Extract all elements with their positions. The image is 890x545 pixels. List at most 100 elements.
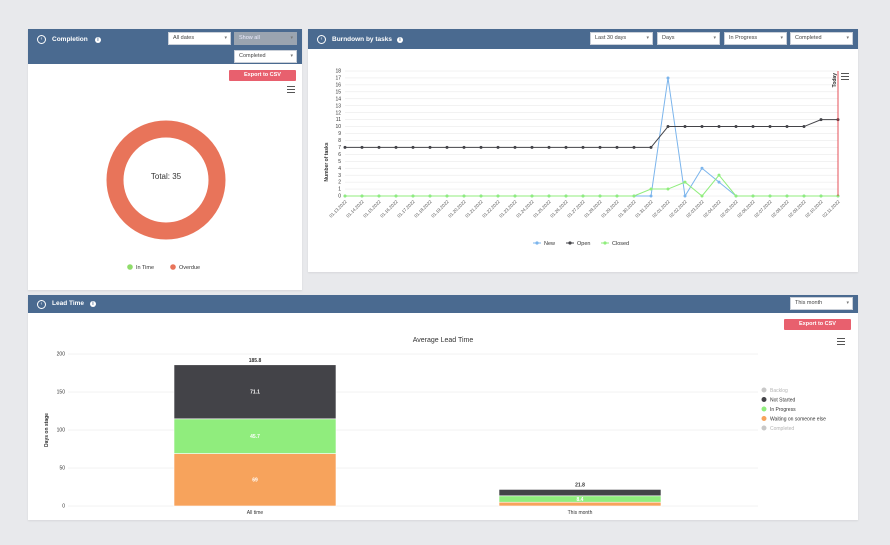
data-point-open	[598, 145, 602, 149]
burndown-panel: ‹ Burndown by tasks i Last 30 days ▾ Days…	[308, 29, 858, 272]
burndown-title: Burndown by tasks	[332, 36, 392, 43]
data-point-open	[547, 145, 551, 149]
data-point-closed	[496, 194, 500, 198]
y-tick-label: 4	[338, 166, 341, 172]
data-point-closed	[411, 194, 415, 198]
data-point-closed	[479, 194, 483, 198]
completion-collapse-icon[interactable]: ‹	[37, 35, 46, 44]
bar-segment-label: 69	[252, 478, 258, 484]
data-point-open	[785, 125, 789, 129]
dates-filter-select[interactable]: All dates ▾	[168, 32, 231, 45]
chart-menu-icon[interactable]	[841, 73, 849, 80]
chart-title: Average Lead Time	[413, 337, 474, 344]
data-point-closed	[666, 187, 670, 191]
legend-label-closed: Closed	[612, 241, 629, 247]
data-point-closed	[428, 194, 432, 198]
data-point-open	[632, 145, 636, 149]
data-point-open	[462, 145, 466, 149]
y-tick-label: 1	[338, 187, 341, 193]
chart-menu-icon[interactable]	[837, 338, 845, 345]
unit-filter-select[interactable]: Days ▾	[657, 32, 720, 45]
data-point-closed	[717, 173, 721, 177]
burndown-legend: New Open Closed	[533, 241, 629, 247]
today-label: Today	[832, 73, 838, 88]
data-point-closed	[360, 194, 364, 198]
data-point-closed	[768, 194, 772, 198]
leadtime-title: Lead Time	[52, 300, 85, 307]
chart-menu-icon[interactable]	[287, 86, 295, 93]
y-tick-label: 100	[57, 428, 66, 434]
data-point-closed	[462, 194, 466, 198]
completion-donut-chart: Total: 35 In Time Overdue	[106, 120, 226, 271]
data-point-closed	[564, 194, 568, 198]
y-tick-label: 2	[338, 180, 341, 186]
chevron-down-icon: ▾	[846, 300, 849, 306]
y-tick-label: 0	[62, 504, 65, 510]
data-point-closed	[615, 194, 619, 198]
show-filter-select[interactable]: Show all ▾	[234, 32, 297, 45]
burndown-collapse-icon[interactable]: ‹	[317, 35, 326, 44]
y-tick-label: 18	[335, 69, 341, 75]
legend-label: Waiting on someone else	[770, 416, 826, 422]
y-tick-label: 150	[57, 390, 66, 396]
export-csv-button[interactable]: Export to CSV	[229, 70, 296, 81]
range-filter-select[interactable]: Last 30 days ▾	[590, 32, 653, 45]
legend-marker	[761, 387, 767, 393]
series-line-open	[345, 119, 838, 148]
legend-marker-open	[568, 241, 572, 245]
chevron-down-icon: ▾	[290, 35, 293, 41]
legend-label-new: New	[544, 241, 555, 247]
bar-segment-in-progress	[173, 418, 337, 454]
legend-marker-closed	[603, 241, 607, 245]
bar-segment-not-started	[498, 489, 662, 497]
data-point-open	[428, 145, 432, 149]
legend-marker	[761, 406, 767, 412]
status-from-select[interactable]: In Progress ▾	[724, 32, 787, 45]
data-point-closed	[377, 194, 381, 198]
leadtime-legend: Backlog Not Started In Progress Waiting on …	[761, 387, 826, 432]
status-to-select[interactable]: Completed ▾	[790, 32, 853, 45]
data-point-open	[734, 125, 738, 129]
data-point-closed	[530, 194, 534, 198]
data-point-new	[666, 76, 670, 80]
data-point-open	[513, 145, 517, 149]
y-tick-label: 10	[335, 124, 341, 130]
data-point-closed	[802, 194, 806, 198]
data-point-closed	[394, 194, 398, 198]
legend-marker	[761, 416, 767, 421]
bar-segment-label: 8.4	[577, 497, 584, 503]
x-tick-label: 02.11.2022	[821, 199, 841, 219]
series-line-closed	[345, 174, 838, 197]
bar-segment-label: 45.7	[250, 434, 260, 440]
bar-segment-label: 71.1	[250, 390, 260, 396]
data-point-closed	[598, 194, 602, 198]
completion-legend: In Time Overdue	[127, 264, 200, 271]
info-icon[interactable]: i	[90, 301, 96, 307]
data-point-open	[768, 125, 772, 129]
info-icon[interactable]: i	[95, 37, 101, 43]
y-tick-label: 50	[59, 466, 65, 472]
leadtime-collapse-icon[interactable]: ‹	[37, 300, 46, 309]
status-filter-select[interactable]: Completed ▾	[234, 50, 297, 63]
y-tick-label: 200	[57, 352, 66, 358]
bar-total-label: 21.8	[575, 482, 585, 488]
period-filter-select[interactable]: This month ▾	[790, 297, 853, 310]
export-csv-button[interactable]: Export to CSV	[784, 319, 851, 330]
leadtime-bar-chart: Average Lead Time 0 50 100 150 200 Days on s…	[44, 337, 826, 516]
y-tick-label: 12	[335, 110, 341, 116]
bar-segment-not-started	[173, 364, 337, 420]
info-icon[interactable]: i	[397, 37, 403, 43]
x-category-label: This month	[568, 510, 593, 516]
data-point-open	[802, 125, 806, 129]
data-point-open	[649, 145, 653, 149]
data-point-closed	[700, 194, 704, 198]
data-point-closed	[734, 194, 738, 198]
data-point-closed	[581, 194, 585, 198]
legend-marker	[761, 397, 767, 402]
data-point-open	[394, 145, 398, 149]
legend-label-open: Open	[577, 241, 590, 247]
data-point-open	[496, 145, 500, 149]
data-point-open	[445, 145, 449, 149]
data-point-closed	[445, 194, 449, 198]
